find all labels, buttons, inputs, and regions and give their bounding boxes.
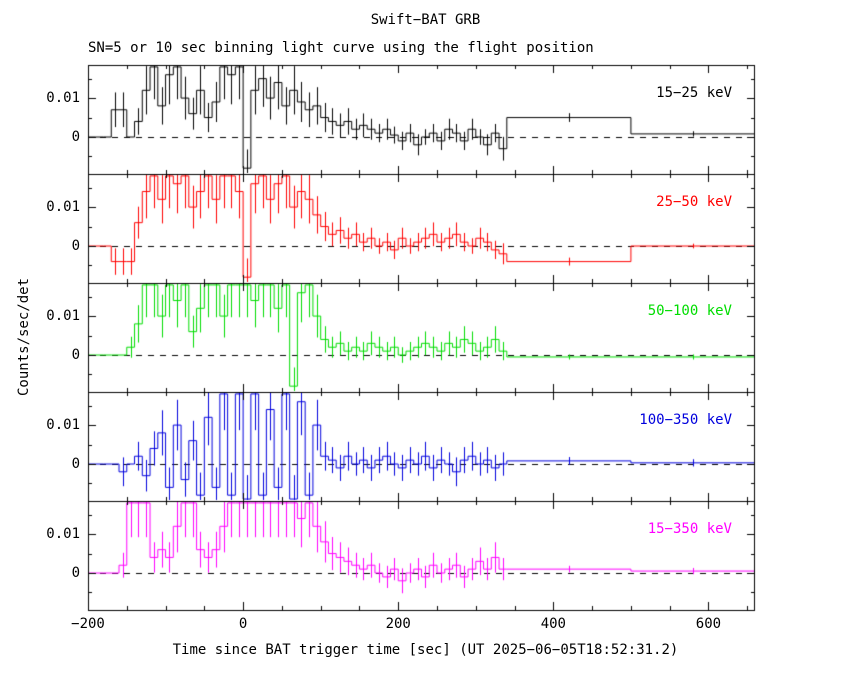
x-tick-label: 600 <box>695 616 722 632</box>
energy-band-label: 50−100 keV <box>647 303 732 319</box>
y-tick-label: 0 <box>71 238 80 255</box>
energy-band-label: 100−350 keV <box>639 412 732 428</box>
y-tick-label: 0 <box>71 347 80 364</box>
y-tick-label: 0 <box>71 456 80 473</box>
y-tick-label: 0 <box>71 129 80 146</box>
y-tick-label: 0.01 <box>46 417 80 434</box>
energy-band-label: 15−350 keV <box>647 521 732 537</box>
x-tick-label: 400 <box>540 616 566 632</box>
plot-subtitle: SN=5 or 10 sec binning light curve using… <box>88 40 594 56</box>
y-tick-label: 0 <box>71 565 80 582</box>
y-tick-label: 0.01 <box>46 526 80 543</box>
y-tick-label: 0.01 <box>46 90 80 107</box>
plot-title: Swift−BAT GRB <box>370 12 481 28</box>
y-tick-label: 0.01 <box>46 308 80 325</box>
energy-band-label: 15−25 keV <box>656 85 732 101</box>
x-axis-label: Time since BAT trigger time [sec] (UT 20… <box>172 642 679 658</box>
x-tick-label: 200 <box>385 616 411 632</box>
y-axis-label: Counts/sec/det <box>16 277 32 397</box>
x-tick-label: −200 <box>71 616 105 632</box>
energy-band-label: 25−50 keV <box>656 194 732 210</box>
x-tick-label: 0 <box>238 616 248 632</box>
y-tick-label: 0.01 <box>46 199 80 216</box>
